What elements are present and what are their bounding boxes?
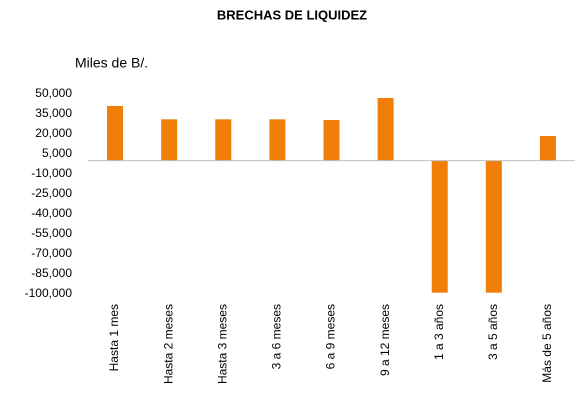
- y-tick-label: -10,000: [31, 166, 72, 180]
- bar: [323, 120, 340, 161]
- bar: [485, 160, 502, 293]
- bar: [107, 106, 124, 161]
- x-tick-label: 3 a 6 meses: [270, 304, 284, 369]
- bar: [377, 98, 394, 161]
- y-tick-label: -85,000: [31, 266, 72, 280]
- bar: [269, 119, 286, 161]
- bar: [215, 119, 232, 161]
- y-tick-label: 35,000: [35, 106, 72, 120]
- y-axis-label: Miles de B/.: [75, 55, 148, 71]
- y-tick-label: -55,000: [31, 226, 72, 240]
- y-tick-label: 5,000: [42, 146, 72, 160]
- chart-title: BRECHAS DE LIQUIDEZ: [217, 7, 367, 22]
- y-tick-label: -70,000: [31, 246, 72, 260]
- y-tick-label: -25,000: [31, 186, 72, 200]
- x-tick-label: Hasta 1 mes: [107, 304, 121, 371]
- x-tick-label: 6 a 9 meses: [324, 304, 338, 369]
- x-tick-label: Hasta 2 meses: [161, 304, 175, 384]
- bar: [431, 160, 448, 293]
- y-tick-label: -100,000: [25, 286, 73, 300]
- x-tick-label: 3 a 5 años: [486, 304, 500, 360]
- x-tick-label: Más de 5 años: [540, 304, 554, 383]
- y-tick-label: 50,000: [35, 86, 72, 100]
- bar: [161, 119, 178, 161]
- y-tick-label: 20,000: [35, 126, 72, 140]
- x-tick-label: 9 a 12 meses: [378, 304, 392, 376]
- x-tick-label: 1 a 3 años: [432, 304, 446, 360]
- y-tick-label: -40,000: [31, 206, 72, 220]
- x-tick-label: Hasta 3 meses: [215, 304, 229, 384]
- bar: [539, 136, 556, 161]
